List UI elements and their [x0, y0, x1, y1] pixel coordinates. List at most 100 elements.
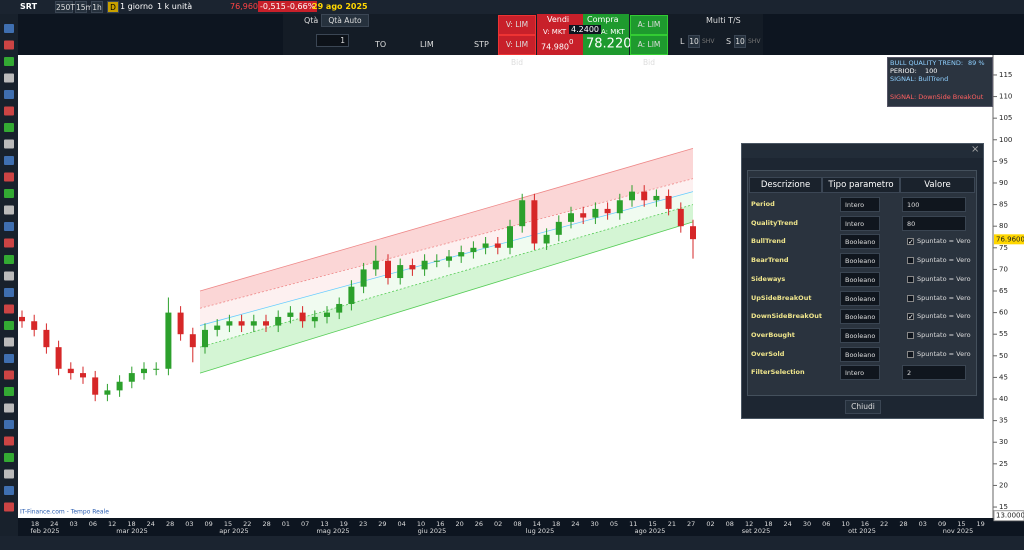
param-type[interactable]: Intero: [840, 197, 880, 212]
bid: 74.9800: [541, 38, 573, 53]
checkbox[interactable]: [907, 275, 914, 283]
interval-button[interactable]: D: [107, 1, 119, 13]
candle-body: [165, 312, 172, 369]
candle-body: [55, 347, 62, 369]
channel-band-upper: [200, 148, 693, 309]
channel-band: [200, 191, 693, 348]
tool-icon: [4, 123, 14, 132]
x-tick-label: 02: [494, 520, 502, 528]
x-tick-label: 11: [629, 520, 637, 528]
tool-icon: [4, 139, 14, 149]
param-name: UpSideBreakOut: [751, 293, 812, 302]
long[interactable]: L: [680, 37, 685, 46]
checkbox[interactable]: [907, 294, 914, 302]
short[interactable]: S: [726, 37, 732, 46]
sell-box[interactable]: [537, 14, 583, 55]
buy-box[interactable]: [583, 14, 629, 55]
channel-line: [199, 178, 694, 309]
x-tick-label: 18: [764, 520, 772, 528]
param-type[interactable]: Booleano: [840, 346, 880, 362]
bid-size: 0: [569, 38, 574, 46]
checkbox-checked[interactable]: ✓: [907, 238, 914, 247]
date: 29 ago 2025: [312, 2, 368, 11]
param-value: Spuntato = Vero: [917, 349, 971, 358]
column-header: Valore: [900, 177, 975, 193]
month-label: feb 2025: [30, 527, 59, 535]
param-value: Spuntato = Vero: [917, 237, 971, 246]
buy-lim-ask[interactable]: A: LIM Ask: [630, 15, 668, 47]
sell-mkt[interactable]: V: MKT: [543, 28, 567, 36]
interval-button[interactable]: 1h: [91, 1, 103, 13]
candle-body: [580, 213, 587, 218]
qty-input[interactable]: 1: [316, 34, 349, 47]
long-qty[interactable]: 10: [688, 35, 700, 48]
param-type[interactable]: Intero: [840, 215, 880, 231]
checkbox[interactable]: [907, 257, 914, 265]
top-bar: [0, 0, 1024, 14]
candle-body: [263, 321, 269, 326]
param-value[interactable]: 100: [902, 197, 966, 212]
param-type[interactable]: Booleano: [840, 327, 880, 343]
param-type[interactable]: Booleano: [840, 290, 880, 306]
sell-lim-ask[interactable]: V: LIM Ask: [498, 15, 536, 47]
param-value: Spuntato = Vero: [917, 330, 971, 339]
y-tick-label: 110: [999, 93, 1012, 101]
x-tick-label: 23: [359, 520, 367, 528]
sell-lim-bid[interactable]: V: LIM Bid: [498, 35, 536, 67]
tool-icon: [4, 57, 14, 66]
candle-body: [31, 321, 38, 330]
candle-body: [92, 377, 99, 395]
short-unit: SHV: [748, 38, 761, 45]
param-value[interactable]: 80: [902, 215, 966, 231]
interval-button[interactable]: 250Ti: [55, 1, 77, 13]
short-qty[interactable]: 10: [734, 35, 746, 48]
close-x[interactable]: ×: [971, 144, 980, 155]
min-label: 13.0000: [996, 512, 1024, 520]
x-tick-label: 12: [745, 520, 753, 528]
qty-label: Qtà: [304, 16, 319, 25]
checkbox[interactable]: [907, 331, 914, 339]
symbol[interactable]: SRT: [20, 2, 38, 11]
month-label: nov 2025: [943, 527, 974, 535]
checkbox-checked[interactable]: ✓: [907, 313, 914, 322]
x-tick-label: 15: [224, 520, 232, 528]
x-tick-label: 01: [282, 520, 290, 528]
buy-mkt[interactable]: A: MKT: [601, 28, 625, 36]
x-tick-label: 02: [706, 520, 714, 528]
param-type[interactable]: Booleano: [840, 253, 880, 269]
buy-lim-bid[interactable]: A: LIM Bid: [630, 35, 668, 67]
x-tick-label: 24: [50, 520, 58, 528]
param-type[interactable]: Booleano: [840, 309, 880, 325]
checkbox[interactable]: [907, 350, 914, 358]
qty-auto[interactable]: Qtà Auto: [321, 14, 369, 27]
order-type[interactable]: LIM: [420, 40, 434, 49]
param-name: DownSideBreakOut: [751, 312, 823, 321]
param-type[interactable]: Intero: [840, 365, 880, 381]
y-tick-label: 40: [999, 395, 1008, 403]
x-tick-label: 03: [919, 520, 927, 528]
multi-ts[interactable]: Multi T/S: [706, 16, 741, 25]
tool-icon: [4, 403, 14, 413]
candle-body: [446, 256, 452, 261]
param-value[interactable]: 2: [902, 365, 966, 381]
period[interactable]: 1 giorno: [120, 2, 153, 11]
close-button[interactable]: Chiudi: [845, 400, 881, 414]
x-tick-label: 18: [127, 520, 135, 528]
param-type[interactable]: Booleano: [840, 271, 880, 287]
tool-icon: [4, 387, 14, 396]
order-type[interactable]: STP: [474, 40, 489, 49]
left-toolbar: [0, 0, 18, 536]
y-tick-label: 35: [999, 417, 1008, 425]
candle-body: [616, 200, 623, 214]
month-label: giu 2025: [418, 527, 447, 535]
interval-button[interactable]: 15m: [75, 1, 93, 13]
tool-icon: [4, 189, 14, 198]
x-tick-label: 08: [513, 520, 521, 528]
order-type[interactable]: TO: [375, 40, 387, 49]
source-label: IT-Finance.com - Tempo Reale: [20, 509, 109, 516]
param-name: BearTrend: [751, 256, 789, 265]
month-label: apr 2025: [219, 527, 248, 535]
param-type[interactable]: Booleano: [840, 234, 880, 250]
units[interactable]: 1 k unità: [157, 2, 193, 11]
candle-body: [238, 321, 245, 326]
